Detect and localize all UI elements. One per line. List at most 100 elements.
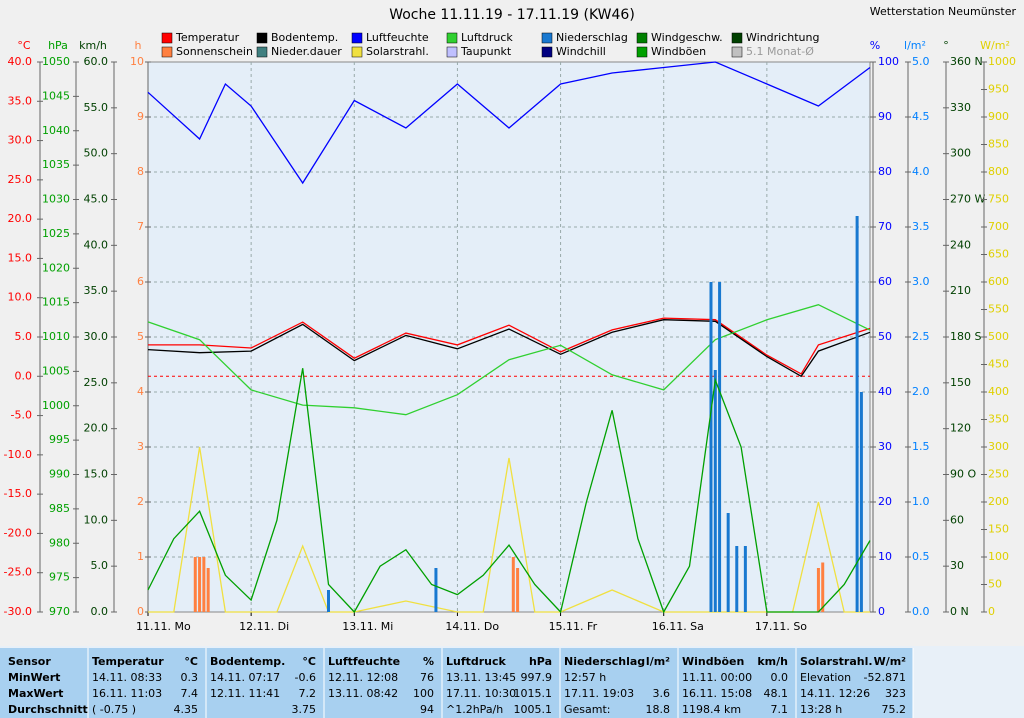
y-tick-label: -25.0 — [4, 566, 32, 579]
legend-label: Temperatur — [175, 31, 240, 44]
bar — [726, 513, 730, 612]
axis-title: km/h — [79, 39, 107, 52]
series-line — [147, 319, 871, 378]
y-tick-label: 1000 — [988, 55, 1016, 68]
legend-swatch — [161, 46, 173, 58]
legend-label: Windchill — [556, 45, 606, 58]
y-tick-label: 350 — [988, 413, 1009, 426]
cell-text: ^1.2hPa/h — [446, 703, 503, 716]
column-unit: °C — [184, 655, 198, 668]
y-tick-label: 1040 — [42, 124, 70, 137]
cell-value: 7.4 — [181, 687, 199, 700]
y-tick-label: 5.0 — [91, 559, 109, 572]
x-tick-label: 17.11. So — [755, 620, 807, 633]
y-tick-label: 6 — [137, 275, 144, 288]
legend-swatch — [351, 32, 363, 44]
column-unit: l/m² — [646, 655, 670, 668]
y-tick-label: 35.0 — [84, 284, 109, 297]
y-tick-label: 60 — [950, 513, 964, 526]
y-tick-label: -10.0 — [4, 448, 32, 461]
y-tick-label: 1 — [137, 550, 144, 563]
cell-text: 14.11. 12:26 — [800, 687, 870, 700]
bar — [855, 216, 859, 612]
legend-label: Windrichtung — [746, 31, 819, 44]
y-tick-label: 250 — [988, 468, 1009, 481]
y-tick-label: 35.0 — [8, 94, 33, 107]
y-tick-label: 700 — [988, 220, 1009, 233]
y-tick-label: 60 — [878, 275, 892, 288]
cell-text: 13.11. 08:42 — [328, 687, 398, 700]
cell-value: 100 — [413, 687, 434, 700]
legend-swatch — [636, 46, 648, 58]
y-tick-label: 25.0 — [8, 173, 33, 186]
y-tick-label: 40.0 — [8, 55, 33, 68]
y-tick-label: 300 — [950, 147, 971, 160]
y-tick-label: 20 — [878, 495, 892, 508]
bar — [206, 568, 210, 612]
y-tick-label: 20.0 — [8, 212, 33, 225]
y-tick-label: 2.5 — [912, 330, 930, 343]
cell-value: 0.3 — [181, 671, 199, 684]
cell-value: 997.9 — [521, 671, 553, 684]
cell-value: 0.0 — [771, 671, 789, 684]
axis-title: % — [870, 39, 880, 52]
y-tick-label: -30.0 — [4, 605, 32, 618]
cell-text: Gesamt: — [564, 703, 611, 716]
bar — [327, 590, 330, 612]
y-tick-label: 4.5 — [912, 110, 930, 123]
y-tick-label: 50 — [988, 578, 1002, 591]
legend-swatch — [731, 46, 743, 58]
column-title: Solarstrahl. — [800, 655, 873, 668]
y-tick-label: 975 — [49, 571, 70, 584]
cell-text: Elevation — [800, 671, 851, 684]
cell-value: 7.2 — [299, 687, 317, 700]
y-tick-label: 270 W — [950, 193, 985, 206]
y-tick-label: 10 — [130, 55, 144, 68]
y-tick-label: 0.5 — [912, 550, 930, 563]
y-tick-label: 55.0 — [84, 101, 109, 114]
column-title: Temperatur — [92, 655, 164, 668]
legend-swatch — [256, 32, 268, 44]
x-tick-label: 11.11. Mo — [136, 620, 191, 633]
cell-value: 4.35 — [174, 703, 199, 716]
cell-text: 14.11. 07:17 — [210, 671, 280, 684]
y-tick-label: 1000 — [42, 399, 70, 412]
y-tick-label: 50 — [878, 330, 892, 343]
y-tick-label: 550 — [988, 303, 1009, 316]
cell-text: 16.11. 11:03 — [92, 687, 162, 700]
legend-label: Nieder.dauer — [271, 45, 342, 58]
cell-text: 12.11. 12:08 — [328, 671, 398, 684]
row-label: Durchschnitt — [8, 703, 88, 716]
station-name: Wetterstation Neumünster — [870, 5, 1017, 18]
y-tick-label: 10 — [878, 550, 892, 563]
y-tick-label: 650 — [988, 248, 1009, 261]
column-title: Luftdruck — [446, 655, 507, 668]
column-title: Niederschlag — [564, 655, 645, 668]
column-unit: W/m² — [874, 655, 907, 668]
y-tick-label: 70 — [878, 220, 892, 233]
y-tick-label: 0 — [988, 605, 995, 618]
axis-title: l/m² — [904, 39, 926, 52]
legend-label: Windgeschw. — [651, 31, 723, 44]
column-unit: km/h — [757, 655, 788, 668]
cell-value: -52.871 — [864, 671, 906, 684]
cell-value: 3.6 — [653, 687, 671, 700]
y-tick-label: -20.0 — [4, 526, 32, 539]
x-tick-label: 16.11. Sa — [652, 620, 704, 633]
y-tick-label: 2 — [137, 495, 144, 508]
y-tick-label: 90 O — [950, 468, 976, 481]
legend-swatch — [731, 32, 743, 44]
cell-value: 3.75 — [292, 703, 317, 716]
y-tick-label: 240 — [950, 238, 971, 251]
y-tick-label: 50.0 — [84, 147, 109, 160]
legend-swatch — [446, 32, 458, 44]
y-tick-label: 40.0 — [84, 238, 109, 251]
y-tick-label: 800 — [988, 165, 1009, 178]
legend-label: Sonnenschein — [176, 45, 253, 58]
cell-value: 48.1 — [764, 687, 789, 700]
cell-text: 17.11. 10:30 — [446, 687, 516, 700]
y-tick-label: 4.0 — [912, 165, 930, 178]
x-tick-label: 12.11. Di — [239, 620, 289, 633]
bar — [743, 546, 747, 612]
legend-swatch — [351, 46, 363, 58]
